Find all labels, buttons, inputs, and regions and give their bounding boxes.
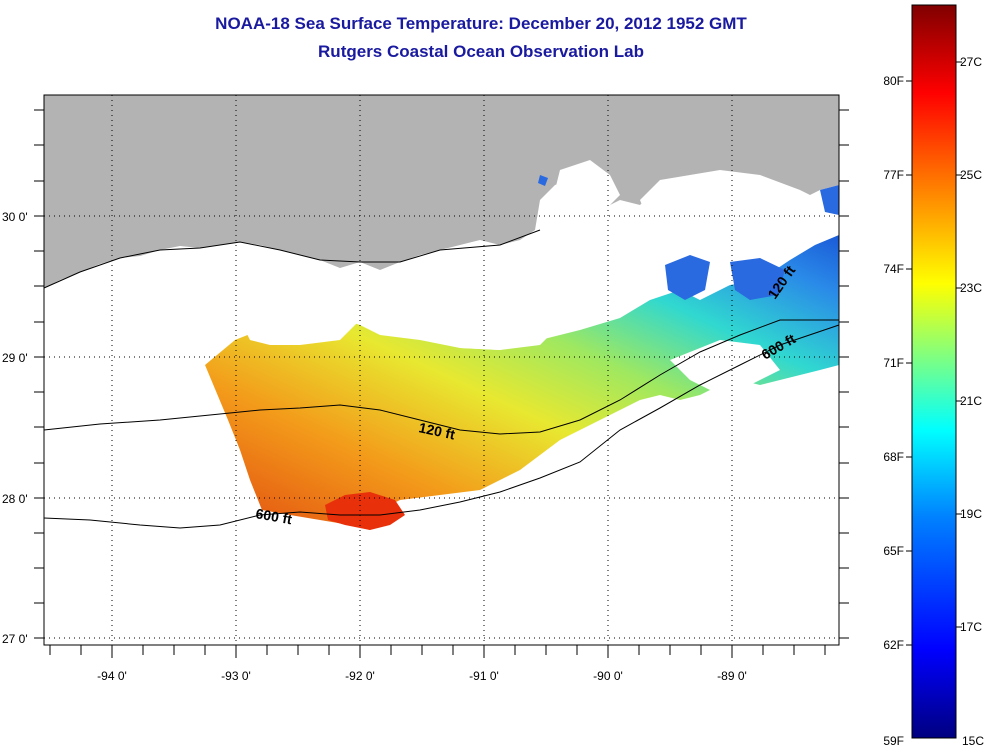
- lon-label: -92 0': [345, 669, 375, 683]
- colorbar-f-label: 74F: [883, 262, 904, 276]
- lat-label: 28 0': [2, 492, 28, 506]
- lon-label: -94 0': [97, 669, 127, 683]
- colorbar-c-label: 15C: [962, 734, 984, 748]
- colorbar-c-label: 17C: [960, 620, 982, 634]
- colorbar-f-label: 77F: [883, 168, 904, 182]
- colorbar-f-label: 80F: [883, 74, 904, 88]
- cloud-mask: [240, 160, 820, 600]
- colorbar-c-label: 23C: [960, 281, 982, 295]
- colorbar-f-label: 68F: [883, 450, 904, 464]
- x-axis-ticks: [49, 645, 826, 658]
- lon-label: -89 0': [717, 669, 747, 683]
- colorbar-ticks: [906, 61, 962, 646]
- lon-label: -91 0': [469, 669, 499, 683]
- colorbar-c-label: 25C: [960, 168, 982, 182]
- colorbar-c-label: 27C: [960, 55, 982, 69]
- lat-label: 30 0': [2, 210, 28, 224]
- bathymetry-contours: [43, 229, 840, 529]
- colorbar-f-label: 59F: [883, 734, 904, 748]
- colorbar-c-label: 19C: [960, 507, 982, 521]
- cool-water-patches: [538, 175, 839, 300]
- sst-data-swath: [205, 235, 839, 530]
- colorbar-f-label: 65F: [883, 544, 904, 558]
- colorbar-f-label: 71F: [883, 356, 904, 370]
- land-mass: [44, 95, 839, 288]
- contour-label: 120 ft: [417, 419, 456, 442]
- lat-label: 29 0': [2, 351, 28, 365]
- lon-label: -93 0': [221, 669, 251, 683]
- lat-label: 27 0': [2, 632, 28, 646]
- graticule: [44, 95, 839, 645]
- colorbar-f-label: 62F: [883, 638, 904, 652]
- contour-label: 600 ft: [254, 505, 293, 527]
- map-title: NOAA-18 Sea Surface Temperature: Decembe…: [215, 14, 747, 33]
- map-frame: [43, 94, 840, 646]
- y-axis-ticks: [34, 109, 849, 639]
- map-subtitle: Rutgers Coastal Ocean Observation Lab: [318, 42, 644, 61]
- colorbar-c-label: 21C: [960, 394, 982, 408]
- lon-label: -90 0': [593, 669, 623, 683]
- colorbar: [911, 4, 957, 739]
- warm-water-patch: [325, 492, 405, 530]
